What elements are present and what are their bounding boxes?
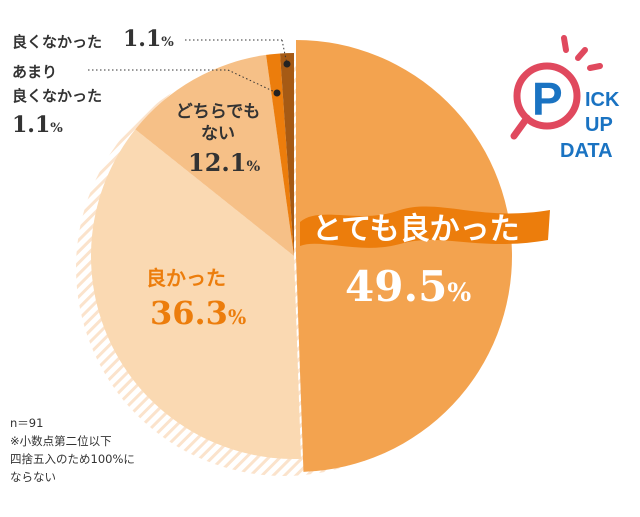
pie-slice (91, 129, 302, 459)
svg-text:DATA: DATA (560, 140, 613, 162)
note-line: ※小数点第二位以下 (10, 434, 112, 448)
value-neutral: 12.1% (188, 148, 261, 177)
pie-slice (279, 53, 294, 256)
svg-text:P: P (532, 73, 563, 125)
pie-slice (266, 53, 294, 257)
pie-slice (135, 54, 294, 257)
value-not-very-good: 1.1% (12, 112, 63, 138)
value-good: 36.3% (150, 294, 247, 332)
pie-slice (296, 40, 512, 472)
label-bad: 良くなかった (12, 33, 103, 51)
svg-text:UP: UP (585, 114, 613, 136)
label-very-good: とても良かった (312, 212, 520, 247)
label-neutral: どちらでも ない (175, 102, 261, 144)
value-very-good: 49.5% (345, 262, 472, 311)
footnote: n＝91 ※小数点第二位以下 四捨五入のため100%に ならない (10, 414, 135, 486)
note-line: ならない (10, 470, 56, 484)
sample-size: n＝91 (10, 416, 44, 430)
pick-up-data-logo: P ICK UP DATA (510, 35, 620, 162)
label-not-very-good: あまり 良くなかった (12, 63, 103, 105)
highlight-ribbon (300, 206, 550, 248)
note-line: 四捨五入のため100%に (10, 452, 135, 466)
label-good: 良かった (146, 266, 226, 290)
value-bad: 1.1% (123, 26, 174, 52)
leader-dot-bad (283, 60, 291, 68)
svg-text:ICK: ICK (585, 89, 620, 111)
leader-dot-not-very-good (273, 89, 281, 97)
